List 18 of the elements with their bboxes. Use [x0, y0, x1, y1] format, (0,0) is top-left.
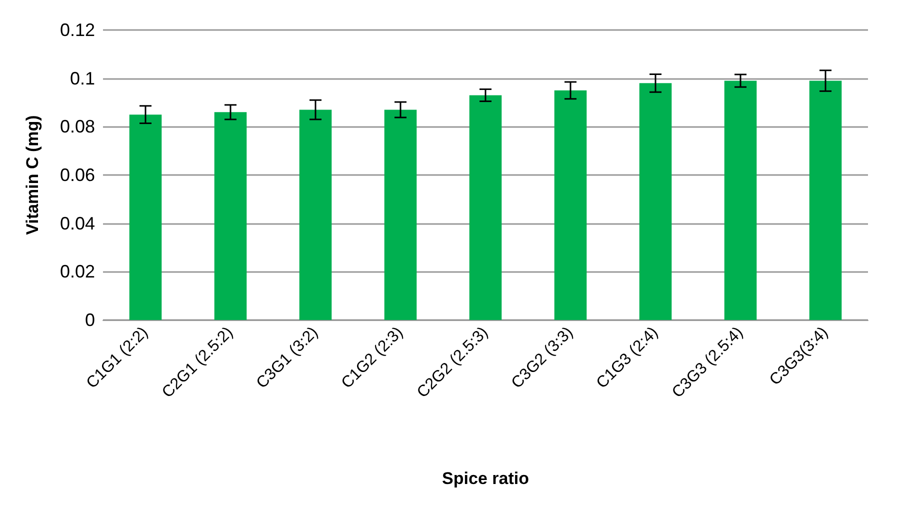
- bar: [554, 90, 587, 320]
- bar: [299, 110, 332, 320]
- y-tick-label: 0.12: [60, 20, 95, 40]
- bar: [469, 95, 502, 320]
- bar: [384, 110, 417, 320]
- bar: [809, 80, 842, 320]
- y-tick-label: 0.04: [60, 213, 95, 234]
- y-axis-title: Vitamin C (mg): [23, 115, 42, 235]
- bar: [129, 114, 162, 320]
- bar: [724, 80, 757, 320]
- y-tick-label: 0: [84, 310, 95, 330]
- bar: [214, 112, 247, 320]
- x-axis-title: Spice ratio: [442, 469, 529, 488]
- bar: [639, 83, 672, 320]
- y-tick-label: 0.08: [60, 116, 95, 137]
- y-tick-label: 0.02: [60, 262, 95, 282]
- y-tick-label: 0.1: [70, 68, 95, 88]
- y-tick-label: 0.06: [60, 165, 95, 185]
